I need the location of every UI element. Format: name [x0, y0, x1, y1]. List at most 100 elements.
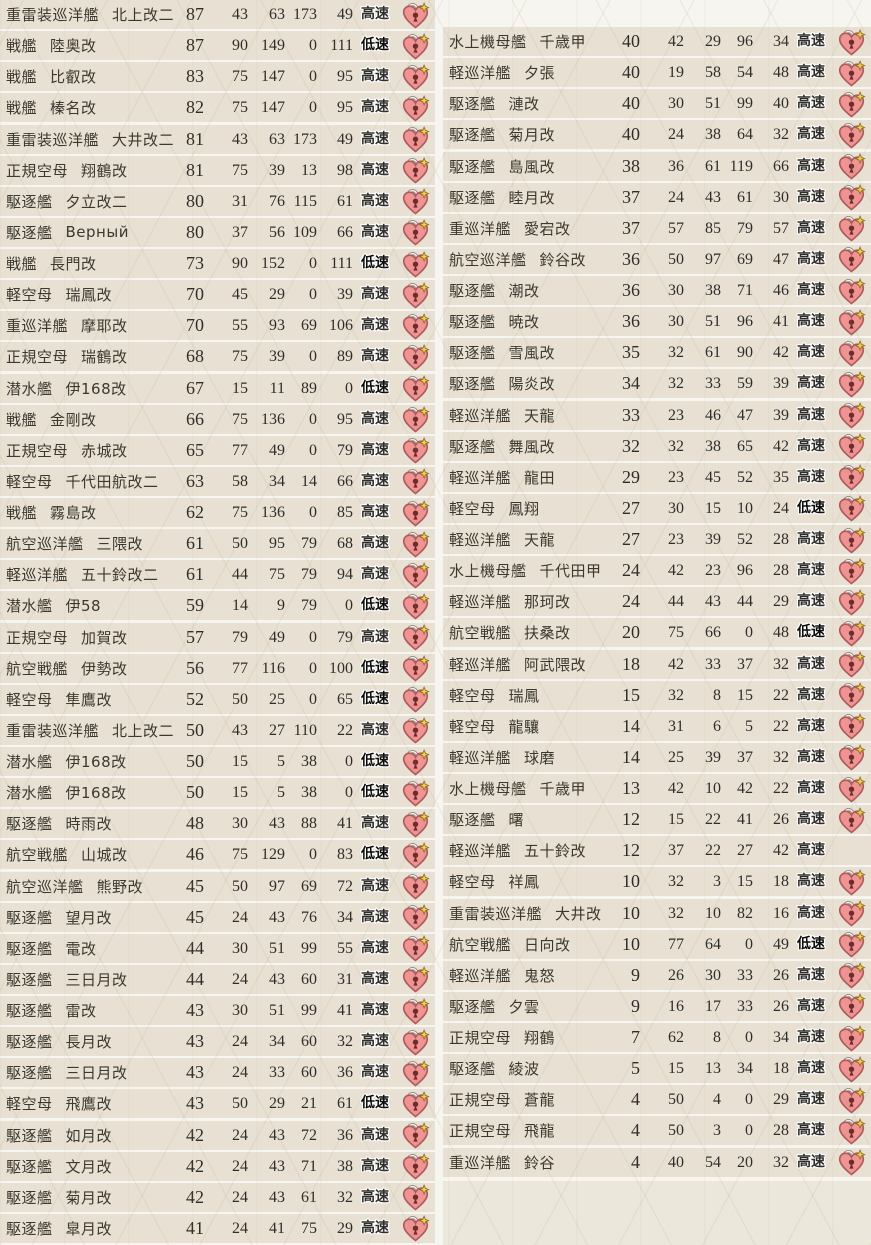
ship-row[interactable]: 駆逐艦 雪風改 35 32 61 90 42 高速 [443, 338, 871, 368]
ship-row[interactable]: 軽巡洋艦 天龍 27 23 39 52 28 高速 [443, 525, 871, 554]
ship-row[interactable]: 潜水艦 伊168改 50 15 5 38 0 低速 [0, 747, 435, 776]
ship-type: 駆逐艦 [6, 815, 53, 834]
ship-name: 翔鶴改 [81, 161, 128, 180]
ship-row[interactable]: 正規空母 飛龍 4 50 3 0 28 高速 [443, 1116, 871, 1146]
ship-row[interactable]: 重巡洋艦 愛宕改 37 57 85 79 57 高速 [443, 213, 871, 243]
ship-row[interactable]: 駆逐艦 舞風改 32 32 38 65 42 高速 [443, 431, 871, 461]
ship-row[interactable]: 重巡洋艦 摩耶改 70 55 93 69 106 高速 [0, 311, 435, 341]
ship-row[interactable]: 駆逐艦 時雨改 48 30 43 88 41 高速 [0, 809, 435, 839]
ship-row[interactable]: 軽空母 祥鳳 10 32 3 15 18 高速 [443, 867, 871, 897]
ship-row[interactable]: 駆逐艦 望月改 45 24 43 76 34 高速 [0, 902, 435, 932]
ship-row[interactable]: 正規空母 翔鶴改 81 75 39 13 98 高速 [0, 155, 435, 185]
ship-row[interactable]: 駆逐艦 三日月改 44 24 43 60 31 高速 [0, 964, 435, 994]
ship-row[interactable]: 航空巡洋艦 鈴谷改 36 50 97 69 47 高速 [443, 244, 871, 274]
speed-badge: 低速 [361, 846, 389, 863]
ship-row[interactable]: 軽巡洋艦 夕張 40 19 58 54 48 高速 [443, 58, 871, 88]
ship-row[interactable]: 航空戦艦 山城改 46 75 129 0 83 低速 [0, 840, 435, 870]
ship-row[interactable]: 航空戦艦 扶桑改 20 75 66 0 48 低速 [443, 618, 871, 648]
ship-level: 73 [186, 253, 204, 273]
ship-row[interactable]: 駆逐艦 夕立改二 80 31 76 115 61 高速 [0, 186, 435, 216]
ship-row[interactable]: 駆逐艦 文月改 42 24 43 71 38 高速 [0, 1151, 435, 1181]
ship-row[interactable]: 軽巡洋艦 五十鈴改 12 37 22 27 42 高速 [443, 836, 871, 866]
ship-row[interactable]: 水上機母艦 千代田甲 24 42 23 96 28 高速 [443, 556, 871, 586]
ship-row[interactable]: 軽空母 龍驤 14 31 6 5 22 高速 [443, 711, 871, 741]
ship-row[interactable]: 軽巡洋艦 五十鈴改二 61 44 75 79 94 高速 [0, 560, 435, 590]
ship-row[interactable]: 戦艦 霧島改 62 75 136 0 85 高速 [0, 498, 435, 527]
ship-row[interactable]: 航空巡洋艦 熊野改 45 50 97 69 72 高速 [0, 871, 435, 901]
ship-stat-2: 147 [261, 99, 285, 117]
ship-row[interactable]: 軽巡洋艦 龍田 29 23 45 52 35 高速 [443, 462, 871, 492]
ship-stat-4: 22 [773, 717, 789, 735]
ship-row[interactable]: 軽空母 飛鷹改 43 50 29 21 61 低速 [0, 1089, 435, 1119]
ship-row[interactable]: 駆逐艦 陽炎改 34 32 33 59 39 高速 [443, 369, 871, 399]
ship-row[interactable]: 戦艦 榛名改 82 75 147 0 95 高速 [0, 93, 435, 123]
ship-level: 36 [622, 280, 640, 300]
ship-row[interactable]: 航空戦艦 伊勢改 56 77 116 0 100 低速 [0, 653, 435, 683]
ship-row[interactable]: 駆逐艦 皐月改 41 24 41 75 29 高速 [0, 1213, 435, 1243]
ship-row[interactable]: 潜水艦 伊58 59 14 9 79 0 低速 [0, 591, 435, 621]
ship-row[interactable]: 正規空母 蒼龍 4 50 4 0 29 高速 [443, 1085, 871, 1115]
ship-row[interactable]: 駆逐艦 島風改 38 36 61 119 66 高速 [443, 151, 871, 181]
ship-row[interactable]: 駆逐艦 Верный 80 37 56 109 66 高速 [0, 217, 435, 247]
ship-row[interactable]: 正規空母 瑞鶴改 68 75 39 0 89 高速 [0, 342, 435, 372]
ship-row[interactable]: 重雷装巡洋艦 大井改 10 32 10 82 16 高速 [443, 898, 871, 928]
ship-stat-2: 95 [269, 535, 285, 553]
ship-row[interactable]: 駆逐艦 綾波 5 15 13 34 18 高速 [443, 1054, 871, 1084]
ship-type: 駆逐艦 [449, 1060, 496, 1079]
ship-row[interactable]: 戦艦 陸奥改 87 90 149 0 111 低速 [0, 31, 435, 61]
ship-stat-3: 173 [293, 130, 317, 148]
ship-row[interactable]: 戦艦 金剛改 66 75 136 0 95 高速 [0, 404, 435, 434]
ship-row[interactable]: 正規空母 赤城改 65 77 49 0 79 高速 [0, 435, 435, 465]
ship-level: 41 [186, 1217, 204, 1238]
ship-row[interactable]: 重巡洋艦 鈴谷 4 40 54 20 32 高速 [443, 1147, 871, 1177]
ship-row[interactable]: 駆逐艦 菊月改 42 24 43 61 32 高速 [0, 1182, 435, 1212]
ship-stat-1: 50 [668, 1091, 684, 1109]
ship-row[interactable]: 駆逐艦 暁改 36 30 51 96 41 高速 [443, 307, 871, 337]
ship-row[interactable]: 水上機母艦 千歳甲 13 42 10 42 22 高速 [443, 774, 871, 803]
ship-row[interactable]: 軽空母 瑞鳳改 70 45 29 0 39 高速 [0, 280, 435, 310]
ship-row[interactable]: 航空戦艦 日向改 10 77 64 0 49 低速 [443, 929, 871, 959]
ship-row[interactable]: 駆逐艦 菊月改 40 24 38 64 32 高速 [443, 120, 871, 150]
ship-level: 45 [186, 906, 204, 927]
ship-stat-4: 65 [337, 690, 353, 708]
ship-row[interactable]: 戦艦 長門改 73 90 152 0 111 低速 [0, 249, 435, 278]
ship-row[interactable]: 駆逐艦 電改 44 30 51 99 55 高速 [0, 933, 435, 963]
ship-row[interactable]: 潜水艦 伊168改 50 15 5 38 0 低速 [0, 778, 435, 808]
ship-row[interactable]: 駆逐艦 潮改 36 30 38 71 46 高速 [443, 276, 871, 305]
ship-stat-3: 0 [309, 504, 317, 521]
ship-level: 20 [622, 622, 640, 643]
ship-row[interactable]: 軽巡洋艦 天龍 33 23 46 47 39 高速 [443, 400, 871, 430]
ship-row[interactable]: 駆逐艦 如月改 42 24 43 72 36 高速 [0, 1120, 435, 1150]
ship-row[interactable]: 戦艦 比叡改 83 75 147 0 95 高速 [0, 62, 435, 92]
ship-row[interactable]: 軽巡洋艦 那珂改 24 44 43 44 29 高速 [443, 587, 871, 617]
ship-row[interactable]: 駆逐艦 雷改 43 30 51 99 41 高速 [0, 996, 435, 1025]
ship-row[interactable]: 軽空母 瑞鳳 15 32 8 15 22 高速 [443, 680, 871, 710]
ship-row[interactable]: 駆逐艦曙 12 15 22 41 26 高速 [443, 805, 871, 835]
ship-row[interactable]: 駆逐艦 睦月改 37 24 43 61 30 高速 [443, 182, 871, 212]
ship-row[interactable]: 正規空母 加賀改 57 79 49 0 79 高速 [0, 622, 435, 652]
ship-row[interactable]: 駆逐艦 三日月改 43 24 33 60 36 高速 [0, 1058, 435, 1088]
ship-name: 瑞鳳改 [65, 286, 113, 305]
ship-row[interactable]: 正規空母 翔鶴 7 62 8 0 34 高速 [443, 1023, 871, 1052]
ship-stat-4: 34 [337, 908, 353, 926]
heart-lock-icon [398, 966, 432, 994]
ship-row[interactable]: 重雷装巡洋艦 北上改二 50 43 27 110 22 高速 [0, 715, 435, 745]
ship-stat-2: 63 [269, 130, 285, 148]
ship-row[interactable]: 軽巡洋艦 阿武隈改 18 42 33 37 32 高速 [443, 649, 871, 679]
ship-row[interactable]: 重雷装巡洋艦 大井改二 81 43 63 173 49 高速 [0, 124, 435, 154]
ship-row[interactable]: 軽巡洋艦 球磨 14 25 39 37 32 高速 [443, 742, 871, 772]
ship-row[interactable]: 軽空母 鳳翔 27 30 15 10 24 低速 [443, 493, 871, 523]
ship-stat-4: 29 [773, 1091, 789, 1109]
ship-row[interactable]: 軽空母 千代田航改二 63 58 34 14 66 高速 [0, 466, 435, 496]
ship-row[interactable]: 重雷装巡洋艦 北上改二 87 43 63 173 49 高速 [0, 0, 435, 29]
ship-row[interactable]: 潜水艦 伊168改 67 15 11 89 0 低速 [0, 373, 435, 403]
ship-row[interactable]: 駆逐艦 夕雲 9 16 17 33 26 高速 [443, 991, 871, 1021]
ship-row[interactable]: 駆逐艦 長月改 43 24 34 60 32 高速 [0, 1027, 435, 1057]
ship-row[interactable]: 軽巡洋艦 鬼怒 9 26 30 33 26 高速 [443, 960, 871, 990]
ship-row[interactable]: 軽空母 隼鷹改 52 50 25 0 65 低速 [0, 684, 435, 714]
ship-row[interactable]: 水上機母艦 千歳甲 40 42 29 96 34 高速 [443, 27, 871, 56]
ship-stat-4: 55 [337, 939, 353, 957]
ship-stat-4: 29 [773, 593, 789, 611]
ship-row[interactable]: 駆逐艦 漣改 40 30 51 99 40 高速 [443, 89, 871, 119]
ship-row[interactable]: 航空巡洋艦 三隈改 61 50 95 79 68 高速 [0, 529, 435, 559]
